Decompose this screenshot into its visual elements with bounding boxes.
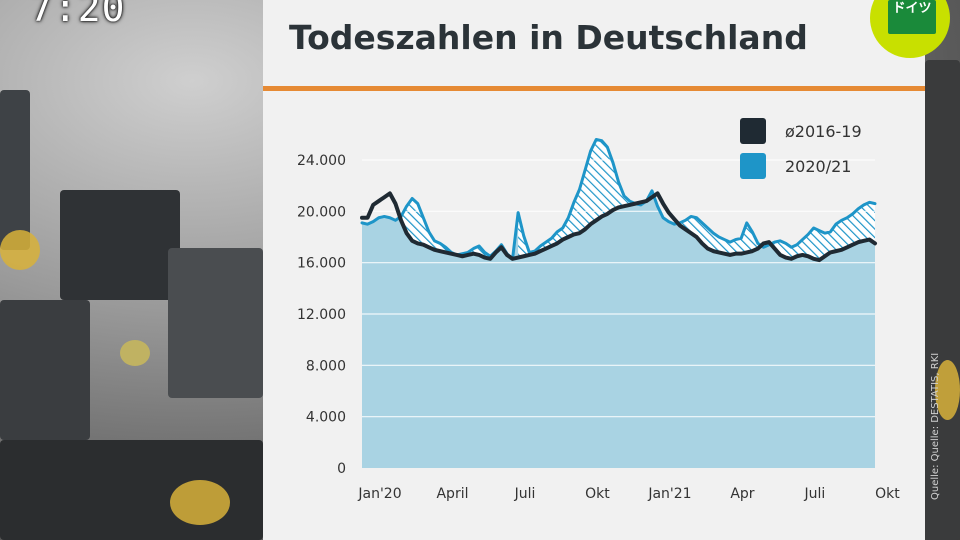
gravestone bbox=[925, 60, 960, 540]
gravestone bbox=[60, 190, 180, 300]
series-line-2020-21 bbox=[360, 137, 877, 261]
y-tick-label: 20.000 bbox=[297, 204, 346, 220]
flower-decoration bbox=[935, 360, 960, 420]
x-tick-label: Jan'20 bbox=[357, 486, 401, 502]
x-tick-label: Juli bbox=[804, 486, 826, 502]
legend-label: ø2016-19 bbox=[785, 122, 862, 141]
legend-swatch bbox=[740, 153, 766, 179]
flower-decoration bbox=[120, 340, 150, 366]
legend-label: 2020/21 bbox=[785, 157, 851, 176]
y-tick-label: 8.000 bbox=[306, 358, 346, 374]
gravestone bbox=[0, 90, 30, 250]
y-tick-label: 0 bbox=[337, 461, 346, 477]
x-tick-label: Jan'21 bbox=[647, 486, 691, 502]
title-rule bbox=[263, 86, 925, 91]
x-tick-label: April bbox=[436, 486, 468, 502]
flower-decoration bbox=[0, 230, 40, 270]
area-2020-21 bbox=[362, 139, 875, 468]
excess-mortality-hatch bbox=[679, 216, 758, 255]
excess-mortality-hatch bbox=[518, 139, 630, 258]
y-tick-label: 24.000 bbox=[297, 153, 346, 169]
x-tick-label: Okt bbox=[875, 486, 900, 502]
chart-title: Todeszahlen in Deutschland bbox=[289, 18, 808, 57]
broadcast-clock: 7:20 bbox=[30, 0, 126, 30]
gravestone bbox=[0, 300, 90, 440]
y-tick-label: 16.000 bbox=[297, 256, 346, 272]
y-tick-label: 4.000 bbox=[306, 410, 346, 426]
x-tick-label: Okt bbox=[585, 486, 610, 502]
badge-label: ドイツ bbox=[888, 0, 936, 34]
y-tick-label: 12.000 bbox=[297, 307, 346, 323]
badge-text: ドイツ bbox=[892, 1, 932, 16]
gravestone bbox=[168, 248, 263, 398]
legend-swatch bbox=[740, 118, 766, 144]
x-tick-label: Juli bbox=[514, 486, 536, 502]
x-tick-label: Apr bbox=[730, 486, 754, 502]
series-line-avg-2016-19 bbox=[360, 191, 877, 263]
flower-decoration bbox=[170, 480, 230, 525]
